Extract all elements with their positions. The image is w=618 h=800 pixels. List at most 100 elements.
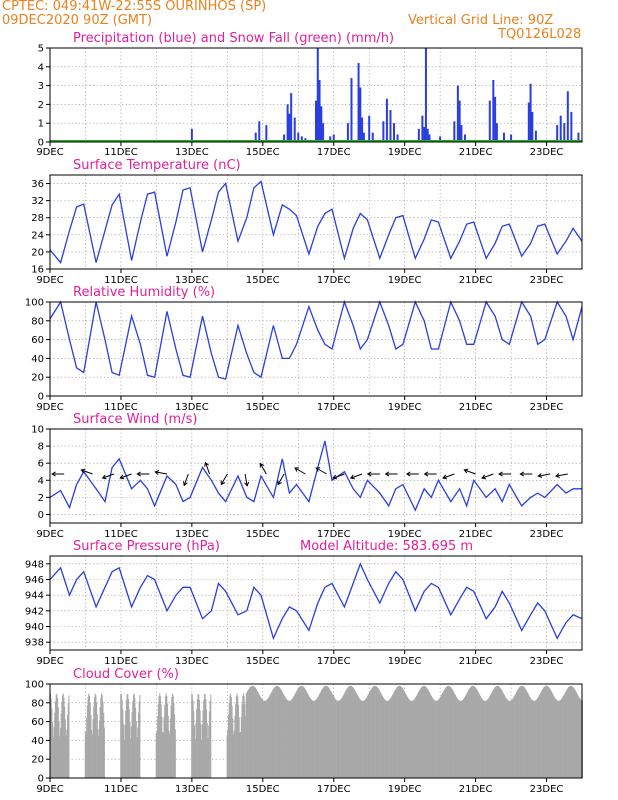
cloud-cover-bar (173, 702, 175, 778)
y-tick-label: 60 (31, 335, 44, 346)
cloud-cover-bar (462, 699, 464, 778)
y-tick-label: 20 (31, 373, 44, 384)
precipitation-bar (453, 121, 456, 142)
cloud-cover-bar (499, 687, 501, 778)
precipitation-bar (346, 123, 349, 142)
cloud-cover-bar (103, 712, 105, 778)
cloud-cover-bar (253, 686, 255, 778)
cloud-cover-bar (559, 700, 561, 778)
cloud-cover-bar (369, 691, 371, 778)
cloud-cover-bar (85, 733, 87, 778)
cloud-cover-bar (96, 713, 98, 778)
precipitation-bar (393, 123, 396, 142)
cloud-cover-bar (478, 693, 480, 778)
cloud-cover-bar (350, 685, 352, 778)
cloud-cover-bar (250, 686, 252, 778)
cloud-cover-bar (227, 729, 229, 778)
wind-arrow-head (384, 471, 390, 477)
cloud-cover-bar (139, 694, 141, 778)
cloud-cover-bar (563, 694, 565, 778)
cloud-cover-bar (228, 714, 230, 778)
cloud-cover-bar (252, 686, 254, 778)
cloud-cover-bar (159, 693, 161, 778)
cloud-cover-bar (404, 692, 406, 778)
precipitation-bar (286, 104, 289, 142)
cloud-cover-bar (506, 699, 508, 778)
cloud-cover-bar (265, 700, 267, 778)
cloud-cover-bar (512, 698, 514, 778)
cloud-cover-bar (458, 700, 460, 778)
cloud-cover-bar (459, 700, 461, 778)
cloud-cover-bar (419, 689, 421, 778)
cloud-cover-bar (331, 693, 333, 778)
cloud-cover-bar (489, 695, 491, 778)
cloud-cover-bar (373, 686, 375, 778)
cloud-cover-bar (406, 695, 408, 778)
cloud-cover-bar (476, 689, 478, 778)
cloud-cover-bar (497, 685, 499, 778)
cloud-cover-bar (523, 686, 525, 778)
cloud-cover-bar (484, 700, 486, 778)
cloud-cover-bar (308, 696, 310, 778)
cloud-cover-bar (575, 691, 577, 778)
cloud-cover-bar (237, 696, 239, 778)
cloud-cover-bar (428, 690, 430, 778)
x-tick-label: 15DEC (246, 147, 280, 158)
cloud-cover-bar (557, 700, 559, 778)
panel-frame (49, 683, 583, 779)
cloud-cover-bar (330, 690, 332, 778)
precipitation-bar (254, 132, 257, 142)
cloud-cover-bar (162, 731, 164, 778)
y-tick-label: 946 (25, 575, 44, 586)
cloud-cover-bar (312, 700, 314, 778)
cloud-cover-bar (306, 692, 308, 778)
cloud-cover-bar (157, 716, 159, 778)
cloud-cover-bar (351, 686, 353, 778)
cloud-cover-bar (492, 689, 494, 778)
cloud-cover-bar (166, 695, 168, 778)
series-line (49, 180, 583, 264)
cloud-cover-bar (420, 687, 422, 778)
wind-arrow-head (294, 467, 300, 472)
cloud-cover-bar (272, 690, 274, 778)
cloud-cover-bar (407, 697, 409, 778)
cloud-cover-bar (234, 715, 236, 778)
cloud-cover-bar (496, 686, 498, 778)
cloud-cover-bar (92, 719, 94, 778)
cloud-cover-bar (84, 731, 86, 778)
cloud-cover-bar (409, 700, 411, 778)
cloud-cover-bar (386, 700, 388, 778)
cloud-cover-bar (193, 725, 196, 778)
wind-arrow-head (405, 471, 411, 477)
cloud-cover-bar (389, 698, 391, 778)
cloud-cover-bar (435, 700, 437, 778)
y-tick-label: 20 (31, 755, 44, 766)
cloud-cover-bar (159, 696, 161, 778)
cloud-cover-bar (380, 693, 382, 778)
x-tick-label: 15DEC (246, 784, 280, 795)
wind-arrow-head (423, 471, 429, 477)
x-tick-label: 9DEC (36, 656, 63, 667)
y-tick-label: 944 (25, 591, 44, 602)
cloud-cover-bar (522, 686, 524, 778)
cloud-cover-bar (452, 689, 454, 778)
cloud-cover-bar (529, 697, 531, 778)
cloud-cover-bar (127, 693, 129, 778)
cloud-cover-bar (479, 695, 481, 778)
wind-arrow-head (463, 468, 469, 474)
cloud-cover-bar (172, 695, 174, 778)
wind-arrow-head (244, 481, 250, 487)
cloud-cover-bar (513, 697, 515, 778)
cloud-cover-bar (464, 697, 466, 778)
cloud-cover-bar (542, 688, 544, 778)
cloud-cover-bar (542, 687, 544, 778)
cloud-cover-bar (440, 696, 442, 778)
series-line (49, 562, 583, 641)
precipitation-bar (577, 132, 580, 142)
cloud-cover-bar (89, 695, 91, 778)
cloud-cover-bar (420, 688, 422, 778)
cloud-cover-bar (371, 688, 373, 778)
cloud-cover-bar (511, 700, 513, 778)
cloud-cover-bar (448, 686, 450, 778)
cloud-cover-bar (490, 693, 492, 778)
